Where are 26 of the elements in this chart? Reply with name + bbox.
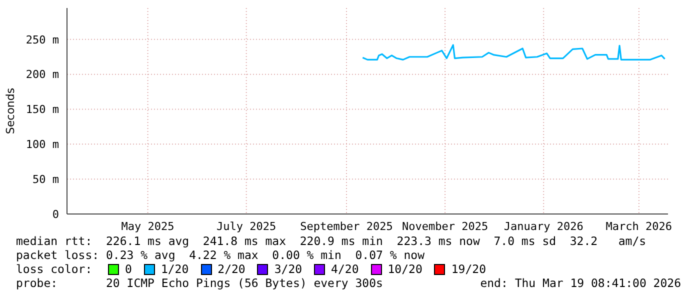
text: loss color: xyxy=(16,262,92,276)
line-series xyxy=(362,44,666,60)
y-tick-label: 250 m xyxy=(26,33,60,46)
text: 1/20 xyxy=(160,262,189,276)
text: 3/20 xyxy=(274,262,302,276)
x-tick-label: January 2026 xyxy=(504,220,584,233)
text: end: Thu Mar 19 08:41:00 2026 xyxy=(480,276,681,290)
y-tick-label: 50 m xyxy=(32,172,60,186)
x-tick-label: July 2025 xyxy=(216,220,276,233)
x-tick-label: September 2025 xyxy=(300,220,393,233)
text: 19/20 xyxy=(451,262,486,276)
text: 0 xyxy=(125,262,132,276)
x-tick-label: May 2025 xyxy=(121,220,174,233)
text: 10/20 xyxy=(388,262,422,276)
y-tick-label: 100 m xyxy=(26,138,60,152)
x-tick-label: March 2026 xyxy=(606,220,672,233)
y-tick-label: 150 m xyxy=(26,103,60,116)
y-tick-label: 0 xyxy=(52,208,59,221)
text: packet loss: 0.23 % avg 4.22 % max 0.00 % min 0.07 % now xyxy=(16,248,424,262)
x-tick-label: November 2025 xyxy=(402,220,488,233)
text: median rtt: 226.1 ms avg 241.8 ms max 220.9 ms min 223.3 ms now 7.0 ms sd 32.2 am/s xyxy=(16,234,646,248)
y-axis-title: Seconds xyxy=(4,88,17,134)
text: probe: 20 ICMP Echo Pings (56 Bytes) every 300s xyxy=(16,276,383,290)
text: 2/20 xyxy=(218,262,246,276)
text: 4/20 xyxy=(331,262,359,276)
y-tick-label: 200 m xyxy=(26,68,60,82)
